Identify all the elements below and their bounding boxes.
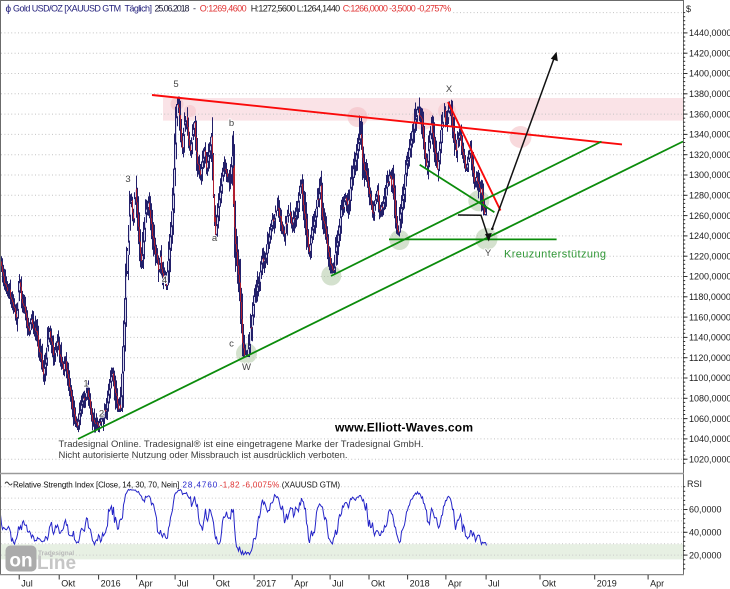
svg-text:ϕ: ϕ <box>6 4 12 15</box>
svg-text:Okt: Okt <box>61 579 76 589</box>
svg-text:1220,0000: 1220,0000 <box>689 251 730 261</box>
svg-text:Jul: Jul <box>177 579 189 589</box>
svg-text:Tradesignal: Tradesignal <box>38 550 74 557</box>
svg-text:2018: 2018 <box>410 579 430 589</box>
svg-text:1420,0000: 1420,0000 <box>689 48 730 58</box>
svg-text:1160,0000: 1160,0000 <box>689 312 730 322</box>
svg-text:Apr: Apr <box>448 579 462 589</box>
svg-text:Okt: Okt <box>371 579 386 589</box>
svg-text:Apr: Apr <box>139 579 153 589</box>
svg-text:1: 1 <box>83 379 88 390</box>
svg-text:Okt: Okt <box>542 579 557 589</box>
svg-text:Tradesignal Online. Tradesigna: Tradesignal Online. Tradesignal® ist ein… <box>59 439 424 450</box>
svg-text:C:1266,0000 -3,5000 -0,2757%: C:1266,0000 -3,5000 -0,2757% <box>343 4 451 14</box>
svg-text:1240,0000: 1240,0000 <box>689 231 730 241</box>
svg-text:1360,0000: 1360,0000 <box>689 109 730 119</box>
svg-text:3: 3 <box>125 174 130 185</box>
svg-text:W: W <box>242 362 251 373</box>
svg-text:Relative Strength Index [Close: Relative Strength Index [Close, 14, 30, … <box>13 481 179 490</box>
svg-text:1140,0000: 1140,0000 <box>689 333 730 343</box>
svg-text:b: b <box>229 118 234 129</box>
svg-text:4: 4 <box>162 275 167 286</box>
svg-text:Apr: Apr <box>294 579 308 589</box>
svg-text:1380,0000: 1380,0000 <box>689 89 730 99</box>
svg-text:1180,0000: 1180,0000 <box>689 292 730 302</box>
svg-text:1040,0000: 1040,0000 <box>689 434 730 444</box>
svg-text:Line: Line <box>37 553 76 574</box>
svg-text:28,4760: 28,4760 <box>183 481 218 490</box>
svg-text:1320,0000: 1320,0000 <box>689 150 730 160</box>
svg-text:Kreuzunterstützung: Kreuzunterstützung <box>504 249 606 261</box>
svg-text:on: on <box>9 551 32 572</box>
svg-text:Jul: Jul <box>488 579 500 589</box>
svg-text:(XAUUSD GTM): (XAUUSD GTM) <box>282 481 341 490</box>
svg-text:1080,0000: 1080,0000 <box>689 394 730 404</box>
svg-text:Y: Y <box>485 248 492 259</box>
svg-text:1400,0000: 1400,0000 <box>689 69 730 79</box>
svg-text:2017: 2017 <box>256 579 276 589</box>
svg-text:Okt: Okt <box>216 579 231 589</box>
svg-text:1280,0000: 1280,0000 <box>689 191 730 201</box>
svg-text:1120,0000: 1120,0000 <box>689 353 730 363</box>
svg-text:Jul: Jul <box>21 579 33 589</box>
svg-text:1020,0000: 1020,0000 <box>689 454 730 464</box>
svg-text:2019: 2019 <box>597 579 617 589</box>
svg-text:Nicht autorisierte Nutzung ode: Nicht autorisierte Nutzung oder Missbrau… <box>59 450 348 461</box>
svg-text:5: 5 <box>173 79 178 90</box>
svg-text:60,0000: 60,0000 <box>689 505 722 515</box>
svg-text:c: c <box>229 339 234 350</box>
svg-text:a: a <box>212 233 218 244</box>
svg-text:1060,0000: 1060,0000 <box>689 414 730 424</box>
svg-text:-1,82 -6,0075%: -1,82 -6,0075% <box>220 481 280 490</box>
svg-text:O:1269,4600: O:1269,4600 <box>200 4 247 14</box>
svg-text:1260,0000: 1260,0000 <box>689 211 730 221</box>
svg-text:H:1272,5600 L:1264,1440: H:1272,5600 L:1264,1440 <box>251 4 341 14</box>
svg-text:Jul: Jul <box>332 579 344 589</box>
svg-text:Apr: Apr <box>650 579 664 589</box>
svg-text:1300,0000: 1300,0000 <box>689 170 730 180</box>
svg-text:RSI: RSI <box>687 479 702 489</box>
svg-text:1200,0000: 1200,0000 <box>689 272 730 282</box>
svg-text:2: 2 <box>99 409 104 420</box>
svg-text:25.06.2018: 25.06.2018 <box>155 4 190 14</box>
svg-text:1100,0000: 1100,0000 <box>689 373 730 383</box>
svg-text:Gold USD/OZ [XAUUSD GTM Tägli: Gold USD/OZ [XAUUSD GTM Täglich] <box>13 4 152 14</box>
svg-text:20,0000: 20,0000 <box>689 550 722 560</box>
svg-text:www.Elliott-Waves.com: www.Elliott-Waves.com <box>334 421 473 435</box>
svg-text:$: $ <box>686 4 691 14</box>
svg-text:-: - <box>193 4 196 14</box>
svg-text:2016: 2016 <box>101 579 121 589</box>
svg-text:X: X <box>446 84 453 95</box>
svg-text:1440,0000: 1440,0000 <box>689 28 730 38</box>
svg-text:1340,0000: 1340,0000 <box>689 130 730 140</box>
svg-text:40,0000: 40,0000 <box>689 528 722 538</box>
